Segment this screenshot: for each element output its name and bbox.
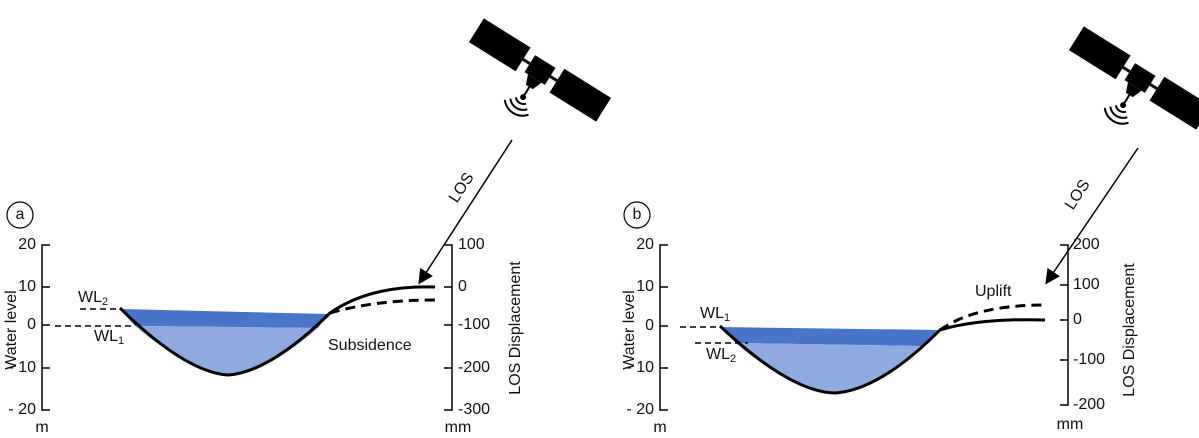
wl-label: WL2 (78, 289, 108, 308)
text: WL (700, 305, 724, 322)
left-axis (660, 245, 668, 410)
right-axis (444, 245, 452, 410)
tick-label: 100 (1073, 276, 1100, 293)
wl-label: WL2 (706, 346, 736, 365)
satellite (1050, 26, 1199, 160)
water-change (720, 327, 940, 346)
panel-label: b (633, 206, 642, 223)
tick-label: -200 (458, 359, 490, 376)
tick-label: 200 (1073, 236, 1100, 253)
axis-title: Water level (621, 290, 638, 369)
wl-label: WL1 (700, 305, 730, 324)
tick-label: - 20 (626, 401, 654, 418)
unit: mm (1057, 416, 1084, 433)
tick-label: 0 (1073, 311, 1082, 328)
tick-label: - 20 (8, 401, 36, 418)
los-label: LOS (1062, 177, 1094, 213)
unit: mm (445, 419, 472, 436)
satellite (450, 18, 611, 152)
diagram: LOS a 20 10 0 - 10 - 20 m Water level 10… (0, 0, 1199, 438)
tick-label: 0 (458, 278, 467, 295)
text: 2 (102, 296, 108, 308)
tick-label: -200 (1073, 396, 1105, 413)
los-arrow (420, 140, 512, 282)
unit: m (35, 419, 48, 436)
annotation: Subsidence (328, 337, 412, 354)
water-change (120, 309, 328, 328)
panel-a: LOS a 20 10 0 - 10 - 20 m Water level 10… (3, 18, 611, 436)
text: WL (78, 289, 102, 306)
tick-label: 100 (458, 236, 485, 253)
axis-title: LOS Displacement (1121, 263, 1138, 397)
axis-title: LOS Displacement (507, 261, 524, 395)
unit: m (653, 419, 666, 436)
panel-label: a (16, 206, 25, 223)
axis-title: Water level (3, 290, 20, 369)
text: 2 (730, 353, 736, 365)
tick-label: 10 (636, 278, 654, 295)
text: WL (706, 346, 730, 363)
text: WL (94, 328, 118, 345)
tick-label: -100 (458, 316, 490, 333)
panel-b: LOS b 20 10 0 - 10 - 20 m Water level 20… (621, 26, 1199, 436)
tick-label: -300 (458, 401, 490, 418)
los-arrow (1047, 148, 1138, 282)
tick-label: 10 (18, 278, 36, 295)
right-axis (1060, 245, 1068, 405)
tick-label: 0 (645, 317, 654, 334)
tick-label: -100 (1073, 351, 1105, 368)
wl-label: WL1 (94, 328, 124, 347)
text: 1 (118, 335, 124, 347)
left-axis (42, 245, 50, 410)
tick-label: 20 (636, 236, 654, 253)
text: 1 (724, 312, 730, 324)
annotation: Uplift (975, 283, 1012, 300)
water (135, 326, 318, 375)
tick-label: 0 (27, 316, 36, 333)
tick-label: 20 (18, 236, 36, 253)
